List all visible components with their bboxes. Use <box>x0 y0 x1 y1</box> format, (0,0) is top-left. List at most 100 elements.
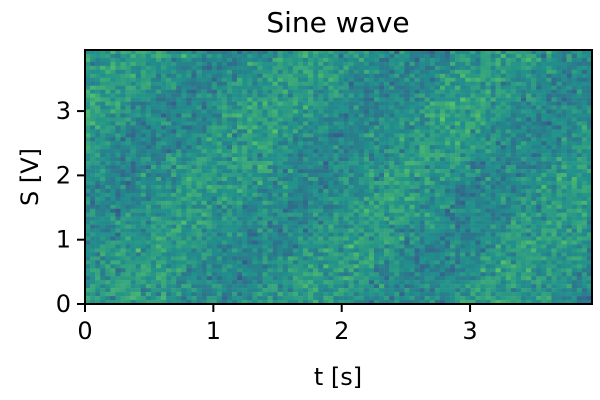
heatmap-cell <box>242 65 248 71</box>
heatmap-cell <box>216 180 223 186</box>
heatmap-cell <box>313 93 319 98</box>
heatmap-cell <box>531 244 537 249</box>
heatmap-cell <box>328 125 334 130</box>
heatmap-cell <box>348 244 354 249</box>
heatmap-cell <box>232 208 238 213</box>
heatmap-cell <box>135 50 142 55</box>
heatmap-cell <box>495 244 501 249</box>
heatmap-cell <box>282 192 289 198</box>
heatmap-cell <box>303 212 309 217</box>
heatmap-cell <box>363 85 370 90</box>
heatmap-cell <box>161 188 167 194</box>
heatmap-cell <box>237 149 243 154</box>
heatmap-cell <box>409 117 415 122</box>
heatmap-cell <box>201 113 207 118</box>
heatmap-cell <box>303 53 309 59</box>
heatmap-cell <box>287 125 294 130</box>
heatmap-cell <box>424 73 431 79</box>
heatmap-cell <box>571 216 578 221</box>
heatmap-cell <box>110 101 116 106</box>
heatmap-cell <box>323 113 329 118</box>
heatmap-cell <box>384 157 390 162</box>
heatmap-cell <box>100 212 106 217</box>
heatmap-cell <box>384 192 390 198</box>
heatmap-cell <box>232 129 238 134</box>
heatmap-cell <box>257 153 263 158</box>
heatmap-cell <box>130 121 136 126</box>
heatmap-cell <box>536 53 542 59</box>
heatmap-cell <box>135 93 142 98</box>
heatmap-cell <box>439 93 446 98</box>
heatmap-cell <box>541 93 547 98</box>
heatmap-cell <box>90 188 96 194</box>
heatmap-cell <box>561 188 567 194</box>
heatmap-cell <box>221 57 228 63</box>
heatmap-cell <box>176 125 182 130</box>
heatmap-cell <box>439 184 446 190</box>
heatmap-cell <box>434 232 441 237</box>
heatmap-cell <box>526 220 532 225</box>
heatmap-cell <box>379 125 385 130</box>
heatmap-cell <box>297 81 304 86</box>
heatmap-cell <box>171 244 177 249</box>
heatmap-cell <box>292 169 299 174</box>
heatmap-cell <box>176 188 182 194</box>
heatmap-cell <box>110 77 116 82</box>
heatmap-cell <box>561 212 567 217</box>
heatmap-cell <box>145 212 152 217</box>
heatmap-cell <box>232 216 238 221</box>
heatmap-cell <box>303 196 309 202</box>
heatmap-cell <box>343 57 349 63</box>
heatmap-cell <box>586 113 593 118</box>
heatmap-cell <box>409 165 415 170</box>
heatmap-cell <box>196 208 202 213</box>
heatmap-cell <box>247 97 253 102</box>
heatmap-cell <box>206 173 212 178</box>
heatmap-cell <box>191 69 197 75</box>
heatmap-cell <box>536 101 542 106</box>
heatmap-cell <box>348 121 354 126</box>
heatmap-cell <box>181 177 187 182</box>
heatmap-cell <box>105 117 111 122</box>
heatmap-cell <box>424 53 431 59</box>
heatmap-cell <box>475 65 481 71</box>
heatmap-cell <box>333 125 339 130</box>
heatmap-cell <box>439 105 446 110</box>
heatmap-cell <box>135 240 142 245</box>
heatmap-cell <box>85 188 91 194</box>
heatmap-cell <box>115 228 121 233</box>
heatmap-cell <box>140 184 147 190</box>
heatmap-cell <box>125 200 131 206</box>
heatmap-cell <box>130 69 136 75</box>
heatmap-cell <box>85 177 91 182</box>
heatmap-cell <box>100 50 106 55</box>
heatmap-cell <box>399 129 405 134</box>
heatmap-cell <box>267 244 273 249</box>
heatmap-cell <box>556 184 562 190</box>
heatmap-cell <box>485 220 491 225</box>
heatmap-cell <box>191 73 197 79</box>
heatmap-cell <box>384 161 390 166</box>
heatmap-cell <box>186 113 192 118</box>
heatmap-cell <box>343 228 349 233</box>
heatmap-cell <box>308 173 314 178</box>
heatmap-cell <box>120 117 126 122</box>
heatmap-cell <box>216 153 223 158</box>
heatmap-cell <box>100 133 106 138</box>
heatmap-cell <box>429 177 436 182</box>
heatmap-cell <box>155 244 162 249</box>
heatmap-cell <box>201 169 207 174</box>
heatmap-cell <box>242 53 248 59</box>
heatmap-cell <box>465 244 471 249</box>
heatmap-cell <box>338 188 344 194</box>
heatmap-cell <box>353 129 360 134</box>
heatmap-cell <box>576 133 583 138</box>
heatmap-cell <box>257 81 263 86</box>
heatmap-cell <box>460 77 466 82</box>
heatmap-cell <box>166 216 172 221</box>
heatmap-cell <box>556 177 562 182</box>
heatmap-cell <box>485 208 491 213</box>
heatmap-cell <box>110 216 116 221</box>
heatmap-cell <box>277 169 283 174</box>
heatmap-cell <box>439 236 446 241</box>
